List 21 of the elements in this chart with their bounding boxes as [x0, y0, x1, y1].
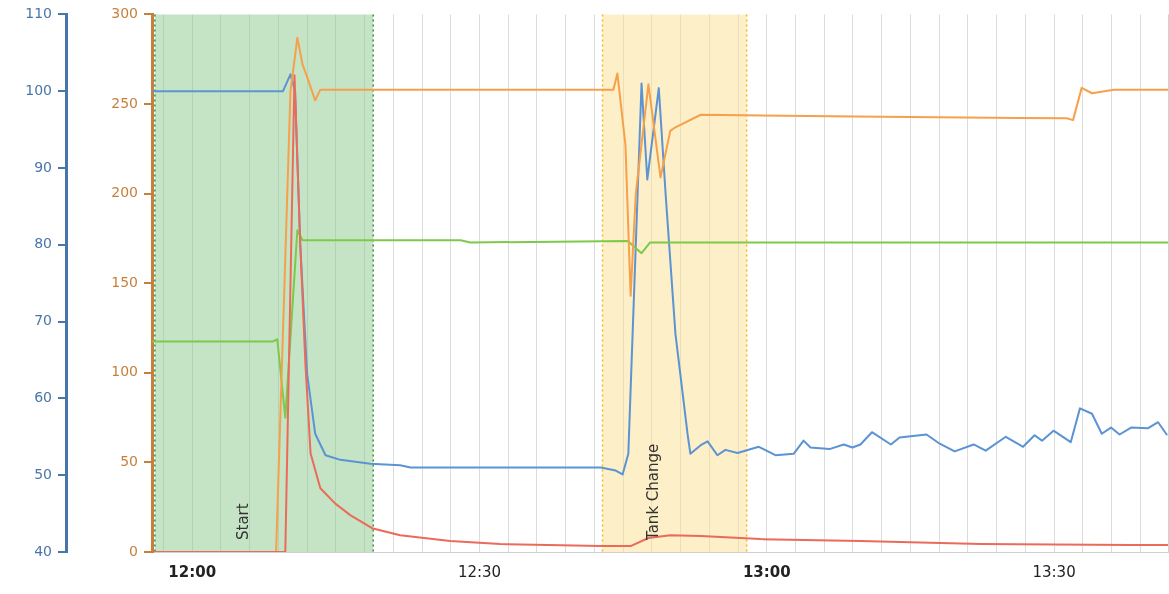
x-tick-label: 13:30 — [1032, 562, 1076, 581]
x-tick-label: 13:00 — [742, 562, 791, 581]
y-tick-label: 40 — [34, 542, 52, 559]
y2-tick-label: 250 — [111, 94, 138, 111]
y-tick-label: 50 — [34, 465, 52, 482]
y2-tick-label: 200 — [111, 184, 138, 201]
y-tick-label: 100 — [25, 81, 52, 98]
x-tick-label: 12:00 — [168, 562, 217, 581]
y-tick-label: 80 — [34, 235, 52, 252]
band-label: Start — [233, 503, 252, 540]
y-tick-label: 90 — [34, 158, 52, 175]
y2-tick-label: 0 — [129, 542, 138, 559]
y2-tick-label: 150 — [111, 273, 138, 290]
band-label: Tank Change — [644, 443, 663, 541]
y-tick-label: 110 — [25, 5, 52, 22]
y2-tick-label: 100 — [111, 363, 138, 380]
y-tick-label: 60 — [34, 389, 52, 406]
y-tick-label: 70 — [34, 312, 52, 329]
y2-tick-label: 50 — [120, 453, 138, 470]
x-tick-label: 12:30 — [457, 562, 502, 581]
y2-tick-label: 300 — [111, 5, 138, 22]
